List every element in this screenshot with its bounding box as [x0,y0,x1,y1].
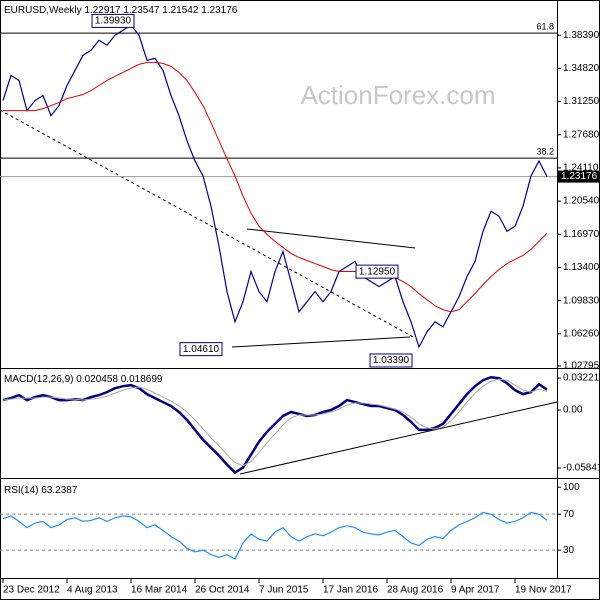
series-line [2,375,548,475]
open: 1.22917 [84,5,121,16]
x-tick-label: 17 Jan 2016 [323,585,378,596]
annotation-label: 1.03390 [373,355,410,366]
price-header: EURUSD,Weekly 1.22917 1.23547 1.21542 1.… [4,5,238,16]
annotation-box [369,353,413,368]
annotation-box [91,13,135,28]
y-tick-label: 100 [563,482,580,493]
macd-value: 0.020458 [76,374,118,385]
y-tick-label: 1.02795 [563,361,600,372]
rsi-header: RSI(14) 63.2387 [4,485,78,496]
x-tick-label: 26 Oct 2014 [195,585,250,596]
price-label: 1.23176 [561,171,598,182]
y-tick-label: 70 [563,509,575,520]
x-tick-label: 28 Aug 2016 [387,585,444,596]
annotation-label: 1.39930 [95,16,132,27]
rsi-value: 63.2387 [41,485,78,496]
y-tick-label: 1.27680 [563,129,600,140]
macd-header: MACD(12,26,9) 0.020458 0.018699 [4,374,163,385]
annotation-label: 1.04610 [183,344,220,355]
y-tick-label: 1.09830 [563,295,600,306]
trend-line [246,228,416,249]
y-tick-label: 1.31250 [563,96,600,107]
high: 1.23547 [123,5,160,16]
x-tick-label: 16 Mar 2014 [131,585,188,596]
annotation-box [355,264,399,279]
x-tick-label: 4 Aug 2013 [67,585,118,596]
y-tick-label: 0.032215 [563,373,600,384]
y-tick-label: 1.06260 [563,328,600,339]
y-tick-label: 1.34820 [563,63,600,74]
annotation-label: 1.12950 [359,266,396,277]
close: 1.23176 [201,5,238,16]
y-tick-label: 1.20540 [563,196,600,207]
y-tick-label: 30 [563,545,575,556]
trend-line [231,336,411,348]
price-box [558,170,600,183]
watermark: ActionForex.com [300,80,495,110]
symbol: EURUSD,Weekly [4,5,82,16]
rsi-title: RSI(14) [4,485,38,496]
fib-label: 38.2 [536,146,554,156]
annotation-box [179,342,223,357]
series-line [2,511,548,560]
y-tick-label: -0.058413 [563,463,600,474]
x-tick-label: 23 Dec 2012 [3,585,60,596]
series-line [2,24,548,349]
y-tick-label: 1.24110 [563,163,599,174]
series-line [3,61,548,313]
x-tick-label: 19 Nov 2017 [515,585,572,596]
y-tick-label: 0.00 [563,405,583,416]
signal-value: 0.018699 [121,374,163,385]
x-tick-label: 9 Apr 2017 [451,585,500,596]
y-tick-label: 1.16970 [563,229,600,240]
x-tick-label: 7 Jun 2015 [259,585,309,596]
y-tick-label: 1.13400 [563,262,600,273]
trend-line [0,109,416,339]
low: 1.21542 [162,5,199,16]
trend-line [239,401,558,475]
macd-title: MACD(12,26,9) [4,374,73,385]
y-tick-label: 1.38390 [563,30,600,41]
series-line [2,378,548,467]
fib-label: 61.8 [536,21,554,31]
